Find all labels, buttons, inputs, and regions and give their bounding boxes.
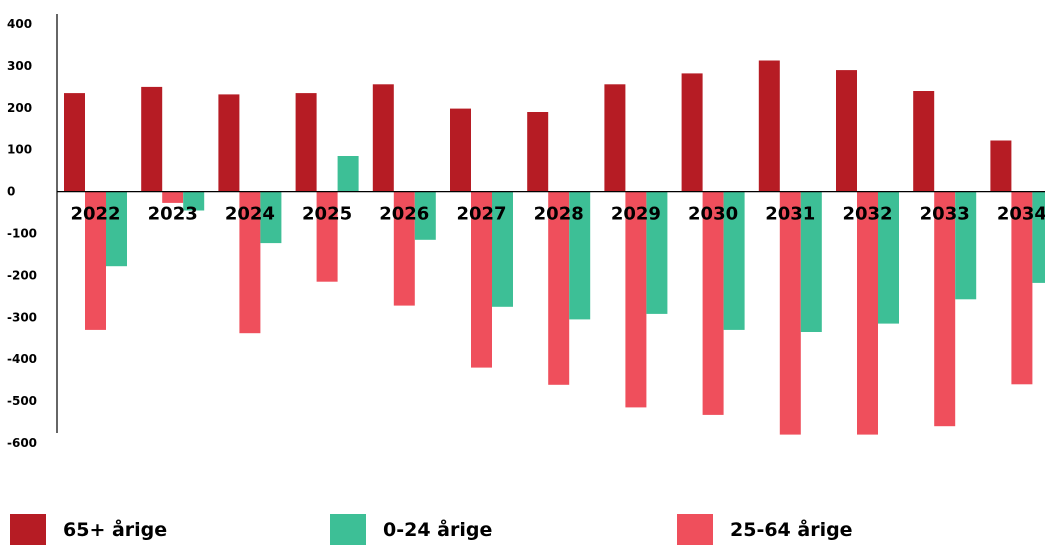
bar-2028-65-rige xyxy=(527,112,549,192)
y-tick-label: 300 xyxy=(7,59,32,73)
bar-2029-0-24-rige xyxy=(646,191,668,314)
y-tick-label: -400 xyxy=(7,352,37,366)
bar-2032-25-64-rige xyxy=(857,191,878,435)
bar-2024-0-24-rige xyxy=(260,191,282,244)
x-category-label: 2024 xyxy=(225,204,275,225)
x-category-label: 2023 xyxy=(148,204,198,225)
bar-2034-65-rige xyxy=(990,140,1012,192)
bar-2025-0-24-rige xyxy=(337,156,359,192)
bar-2024-65-rige xyxy=(218,94,240,192)
x-category-label: 2028 xyxy=(534,204,584,225)
legend-item-65plus: 65+ årige xyxy=(10,514,167,545)
legend: 65+ årige 0-24 årige 25-64 årige xyxy=(0,514,1045,545)
bar-2023-65-rige xyxy=(141,86,163,192)
y-tick-label: -100 xyxy=(7,227,37,241)
y-tick-label: 0 xyxy=(7,185,15,199)
bar-2026-0-24-rige xyxy=(414,191,436,240)
legend-label-65plus: 65+ årige xyxy=(63,518,168,541)
bar-2027-0-24-rige xyxy=(492,191,513,307)
bar-2026-65-rige xyxy=(372,84,394,192)
x-category-label: 2032 xyxy=(842,204,892,225)
x-category-label: 2030 xyxy=(688,204,738,225)
category-labels: 2022 2023 2024 2025 2026 2027 2028 2029 2030 2031… xyxy=(70,204,1045,225)
bar-2029-25-64-rige xyxy=(625,191,647,408)
bar-2031-65-rige xyxy=(758,60,780,192)
bar-2022-65-rige xyxy=(64,93,85,192)
bar-2027-65-rige xyxy=(450,108,471,192)
bar-2032-0-24-rige xyxy=(878,191,899,324)
bar-2025-65-rige xyxy=(295,93,317,192)
x-category-label: 2022 xyxy=(70,204,120,225)
legend-item-25-64: 25-64 årige xyxy=(677,514,853,545)
x-category-label: 2025 xyxy=(302,204,352,225)
bar-2027-25-64-rige xyxy=(471,191,492,368)
x-category-label: 2026 xyxy=(379,204,429,225)
bar-2026-25-64-rige xyxy=(393,191,415,306)
bar-2030-65-rige xyxy=(681,73,703,192)
y-axis-ticks: 400 300 200 100 0 -100 -200 -300 -400 -500 -600 xyxy=(7,17,37,450)
x-category-label: 2027 xyxy=(456,204,506,225)
bar-2025-25-64-rige xyxy=(316,191,338,282)
bar-2028-25-64-rige xyxy=(548,191,570,385)
bar-2023-0-24-rige xyxy=(183,191,205,211)
bar-2031-25-64-rige xyxy=(779,191,801,435)
bar-2033-65-rige xyxy=(913,91,935,192)
bar-2034-0-24-rige xyxy=(1032,191,1045,283)
legend-swatch-65plus xyxy=(10,514,46,545)
bar-2029-65-rige xyxy=(604,84,626,192)
y-tick-label: 400 xyxy=(7,17,32,31)
y-tick-label: -300 xyxy=(7,310,37,324)
bars-group xyxy=(64,60,1045,435)
x-category-label: 2031 xyxy=(765,204,815,225)
y-tick-label: -500 xyxy=(7,394,37,408)
y-tick-label: -600 xyxy=(7,436,37,450)
x-category-label: 2034 xyxy=(997,204,1045,225)
bar-2031-0-24-rige xyxy=(800,191,822,332)
x-category-label: 2033 xyxy=(920,204,970,225)
legend-swatch-0-24 xyxy=(330,514,366,545)
legend-item-0-24: 0-24 årige xyxy=(330,514,492,545)
bar-2023-25-64-rige xyxy=(162,191,184,203)
bar-2028-0-24-rige xyxy=(569,191,591,320)
bar-2030-0-24-rige xyxy=(723,191,745,330)
legend-swatch-25-64 xyxy=(677,514,713,545)
y-tick-label: -200 xyxy=(7,268,37,282)
legend-label-25-64: 25-64 årige xyxy=(730,518,853,541)
bar-2033-0-24-rige xyxy=(955,191,977,300)
bar-2032-65-rige xyxy=(836,70,857,192)
bar-2022-25-64-rige xyxy=(85,191,106,330)
y-tick-label: 100 xyxy=(7,143,32,157)
bar-2022-0-24-rige xyxy=(106,191,127,267)
y-tick-label: 200 xyxy=(7,101,32,115)
bar-chart: 400 300 200 100 0 -100 -200 -300 -400 -500 -600 20… xyxy=(7,14,1045,450)
x-category-label: 2029 xyxy=(611,204,661,225)
bar-2024-25-64-rige xyxy=(239,191,261,334)
legend-label-0-24: 0-24 årige xyxy=(383,518,493,541)
bar-2034-25-64-rige xyxy=(1011,191,1033,385)
bar-2033-25-64-rige xyxy=(934,191,956,427)
bar-2030-25-64-rige xyxy=(702,191,724,415)
